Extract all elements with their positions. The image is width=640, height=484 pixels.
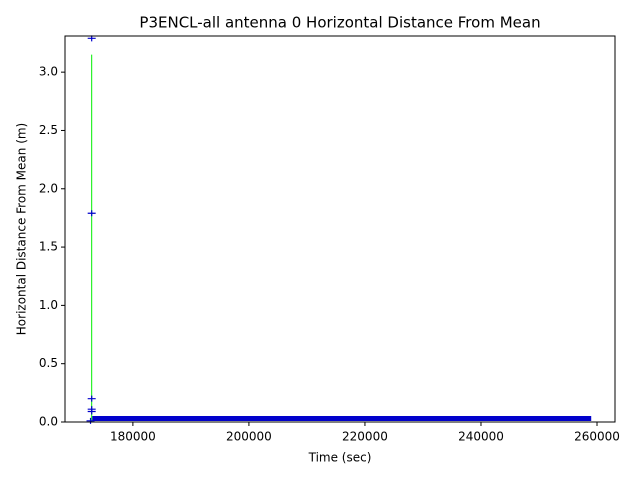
- y-tick-label: 1.0: [39, 298, 58, 312]
- x-tick-label: 200000: [226, 430, 272, 444]
- plot-frame: [64, 35, 616, 423]
- point: [86, 417, 95, 424]
- y-tick-label: 0.5: [39, 356, 58, 370]
- point: [87, 210, 96, 217]
- x-tick-label: 180000: [110, 430, 156, 444]
- x-tick-label: 240000: [458, 430, 504, 444]
- y-tick-label: 3.0: [39, 65, 58, 79]
- point: [87, 408, 96, 415]
- point: [87, 395, 96, 402]
- y-tick-label: 0.0: [39, 415, 58, 429]
- chart-title: P3ENCL-all antenna 0 Horizontal Distance…: [139, 14, 540, 32]
- y-tick-label: 2.0: [39, 181, 58, 195]
- y-tick-label: 2.5: [39, 123, 58, 137]
- x-axis-label: Time (sec): [308, 451, 372, 465]
- y-axis-label: Horizontal Distance From Mean (m): [15, 123, 29, 335]
- x-tick-label: 260000: [574, 430, 620, 444]
- y-tick-label: 1.5: [39, 240, 58, 254]
- x-tick-label: 220000: [342, 430, 388, 444]
